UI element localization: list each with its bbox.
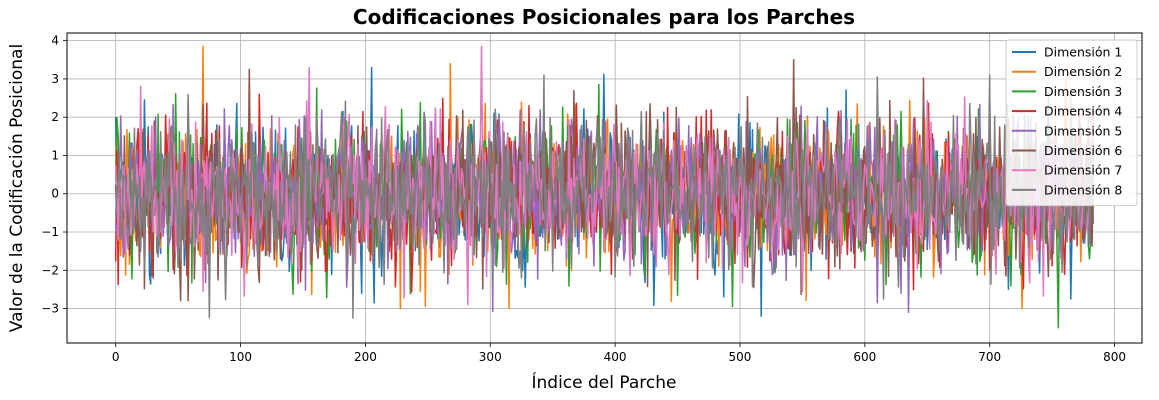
x-axis-label: Índice del Parche (532, 371, 677, 393)
x-tick-label: 100 (229, 350, 252, 364)
legend: Dimensión 1 Dimensión 2 Dimensión 3 Dimensi… (1005, 39, 1138, 207)
y-tick-label: 3 (51, 72, 59, 86)
y-tick-label: −3 (41, 302, 59, 316)
y-tick-label: −1 (41, 225, 59, 239)
x-tick-label: 200 (354, 350, 377, 364)
x-tick-label: 600 (853, 350, 876, 364)
x-tick-label: 400 (604, 350, 627, 364)
ticks: 0 100 200 300 400 500 600 700 800 −3 −2 −1 0 1 2 3 4 (41, 34, 1126, 364)
x-tick-label: 700 (978, 350, 1001, 364)
legend-box (1005, 39, 1138, 207)
y-tick-label: 2 (51, 110, 59, 124)
legend-label: Dimensión 5 (1044, 123, 1122, 138)
legend-label: Dimensión 3 (1044, 84, 1122, 99)
x-tick-label: 300 (479, 350, 502, 364)
legend-label: Dimensión 4 (1044, 104, 1122, 119)
y-tick-label: 0 (51, 187, 59, 201)
y-axis-label: Valor de la Codificación Posicional (7, 44, 27, 332)
x-tick-label: 500 (729, 350, 752, 364)
legend-label: Dimensión 8 (1044, 182, 1122, 197)
x-tick-label: 0 (112, 350, 120, 364)
legend-label: Dimensión 2 (1044, 64, 1122, 79)
series-line-8 (114, 74, 1095, 319)
y-tick-label: −2 (41, 263, 59, 277)
legend-label: Dimensión 6 (1044, 143, 1122, 158)
legend-label: Dimensión 1 (1044, 45, 1122, 60)
legend-label: Dimensión 7 (1044, 163, 1122, 178)
plot-frame (66, 32, 1143, 344)
chart-title: Codificaciones Posicionales para los Par… (353, 5, 855, 29)
series-layer (114, 45, 1095, 329)
y-tick-label: 4 (51, 34, 59, 48)
x-tick-label: 800 (1103, 350, 1126, 364)
y-tick-label: 1 (51, 148, 59, 162)
